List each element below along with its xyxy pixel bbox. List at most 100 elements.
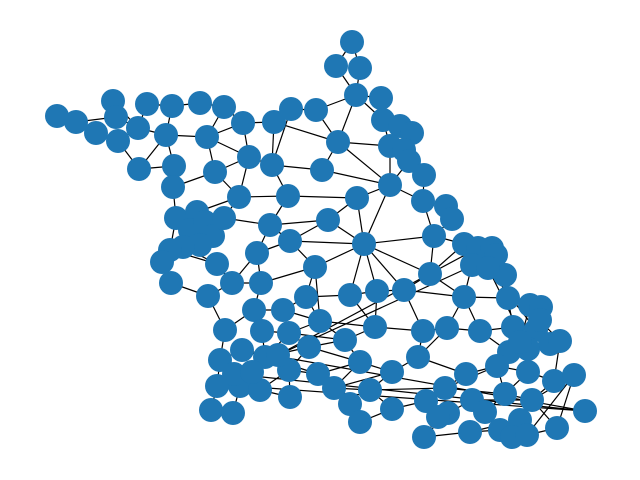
graph-node xyxy=(316,208,340,232)
graph-node xyxy=(348,410,372,434)
graph-node xyxy=(411,189,435,213)
graph-node xyxy=(508,330,532,354)
graph-node xyxy=(378,173,402,197)
graph-node xyxy=(245,241,269,265)
graph-node xyxy=(231,111,255,135)
graph-node xyxy=(205,252,229,276)
graph-node xyxy=(496,286,520,310)
graph-node xyxy=(369,86,393,110)
graph-node xyxy=(160,94,184,118)
graph-nodes xyxy=(45,30,597,449)
graph-node xyxy=(221,401,245,425)
graph-node xyxy=(242,298,266,322)
graph-node xyxy=(516,360,540,384)
graph-node xyxy=(452,285,476,309)
graph-node xyxy=(150,250,174,274)
graph-node xyxy=(248,378,272,402)
graph-node xyxy=(196,284,220,308)
graph-node xyxy=(380,360,404,384)
graph-node xyxy=(212,95,236,119)
graph-node xyxy=(454,362,478,386)
graph-node xyxy=(365,279,389,303)
graph-node xyxy=(279,97,303,121)
graph-node xyxy=(227,185,251,209)
graph-node xyxy=(348,56,372,80)
graph-node xyxy=(303,255,327,279)
graph-node xyxy=(562,363,586,387)
graph-edge xyxy=(289,240,365,245)
graph-node xyxy=(426,405,450,429)
graph-node xyxy=(249,271,273,295)
graph-node xyxy=(326,130,350,154)
graph-node xyxy=(266,343,290,367)
graph-node xyxy=(127,157,151,181)
graph-node xyxy=(433,376,457,400)
graph-node xyxy=(528,308,552,332)
graph-node xyxy=(260,153,284,177)
graph-node xyxy=(154,123,178,147)
graph-node xyxy=(515,423,539,447)
graph-node xyxy=(352,232,376,256)
graph-node xyxy=(162,154,186,178)
graph-node xyxy=(262,110,286,134)
graph-node xyxy=(485,354,509,378)
graph-node xyxy=(338,283,362,307)
graph-node xyxy=(213,318,237,342)
graph-node xyxy=(397,149,421,173)
graph-node xyxy=(220,271,244,295)
graph-node xyxy=(324,54,348,78)
graph-node xyxy=(573,399,597,423)
graph-node xyxy=(422,224,446,248)
graph-node xyxy=(297,335,321,359)
graph-node xyxy=(548,329,572,353)
graph-node xyxy=(322,376,346,400)
graph-node xyxy=(520,388,544,412)
graph-node xyxy=(278,385,302,409)
graph-node xyxy=(304,98,328,122)
graph-node xyxy=(135,92,159,116)
graph-node xyxy=(237,145,261,169)
graph-node xyxy=(380,397,404,421)
graph-node xyxy=(250,319,274,343)
graph-edge xyxy=(363,243,431,275)
graph-node xyxy=(344,83,368,107)
graph-node xyxy=(294,285,318,309)
graph-node xyxy=(240,360,264,384)
graph-node xyxy=(392,278,416,302)
graph-node xyxy=(476,256,500,280)
graph-node xyxy=(406,345,430,369)
graph-node xyxy=(348,350,372,374)
graph-node xyxy=(435,316,459,340)
graph-node xyxy=(493,382,517,406)
graph-node xyxy=(418,262,442,286)
graph-node xyxy=(310,158,334,182)
graph-node xyxy=(84,121,108,145)
graph-node xyxy=(161,175,185,199)
graph-node xyxy=(277,321,301,345)
graph-node xyxy=(126,116,150,140)
graph-node xyxy=(542,369,566,393)
graph-node xyxy=(358,378,382,402)
graph-node xyxy=(458,420,482,444)
graph-node xyxy=(230,338,254,362)
graph-node xyxy=(545,416,569,440)
graph-node xyxy=(412,163,436,187)
graph-node xyxy=(363,315,387,339)
graph-node xyxy=(64,110,88,134)
graph-node xyxy=(308,309,332,333)
graph-node xyxy=(345,186,369,210)
graph-node xyxy=(340,30,364,54)
graph-node xyxy=(195,125,219,149)
graph-node xyxy=(440,207,464,231)
graph-node xyxy=(45,104,69,128)
graph-node xyxy=(473,400,497,424)
graph-node xyxy=(106,129,130,153)
graph-node xyxy=(468,319,492,343)
graph-node xyxy=(199,398,223,422)
graph-node xyxy=(188,91,212,115)
graph-node xyxy=(276,184,300,208)
graph-node xyxy=(338,392,362,416)
graph-edge xyxy=(526,374,575,436)
graph-node xyxy=(159,271,183,295)
graph-node xyxy=(104,105,128,129)
